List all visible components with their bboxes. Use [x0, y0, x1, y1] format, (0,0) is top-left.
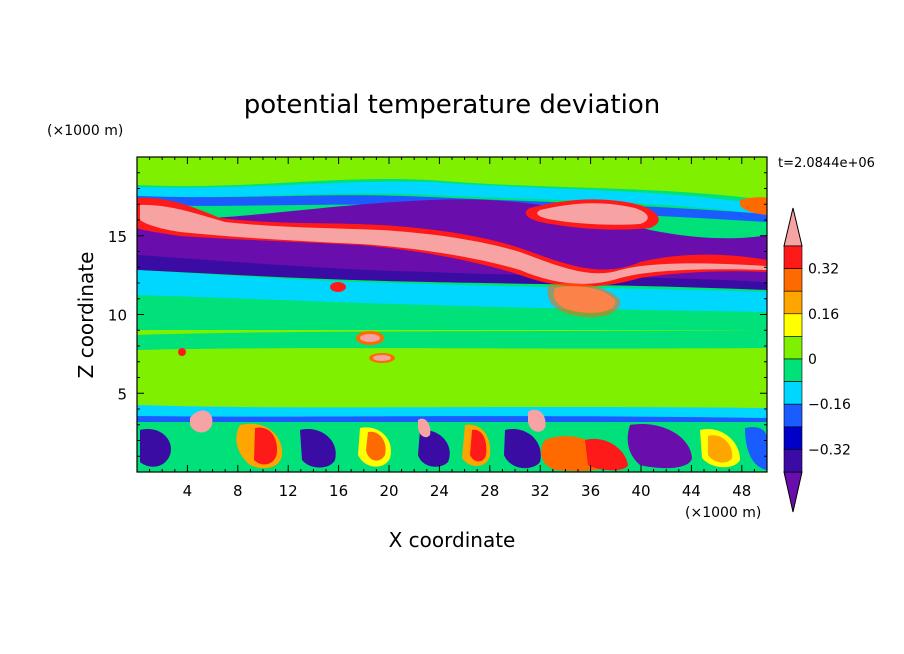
colorbar-bin [783, 245, 803, 269]
field-band [137, 330, 767, 410]
field-band [528, 409, 546, 432]
y-tick-label: 5 [117, 385, 127, 403]
x-tick-label: 48 [732, 482, 751, 500]
colorbar-bin [783, 268, 803, 292]
x-unit-label: (×1000 m) [685, 505, 761, 521]
chart-title: potential temperature deviation [244, 90, 660, 120]
field-band [708, 435, 733, 463]
x-tick-label: 28 [480, 482, 499, 500]
x-axis: 4 8 12 16 20 24 28 32 36 40 44 48 [149, 157, 755, 500]
y-unit-label: (×1000 m) [47, 123, 123, 139]
field-band [418, 429, 450, 467]
time-label: t=2.0844e+06 [778, 156, 875, 171]
field-band [254, 427, 278, 465]
colorbar-label: 0.32 [808, 262, 839, 278]
field-band [178, 348, 186, 356]
x-tick-label: 32 [531, 482, 550, 500]
x-tick-label: 16 [329, 482, 348, 500]
x-axis-title: X coordinate [389, 528, 516, 552]
field-band [740, 197, 767, 215]
field-band [137, 195, 767, 222]
field-band [137, 405, 767, 420]
field-band [537, 203, 648, 225]
field-band [137, 330, 767, 350]
colorbar-bin [783, 403, 803, 428]
x-tick-label: 44 [682, 482, 701, 500]
y-tick-label: 10 [108, 307, 127, 325]
colorbar-bin [783, 449, 803, 473]
x-tick-label: 20 [379, 482, 398, 500]
colorbar-bin [783, 336, 803, 360]
x-tick-label: 12 [279, 482, 298, 500]
field-band [547, 283, 621, 318]
colorbar-bin [783, 290, 803, 315]
field-band [627, 424, 692, 469]
colorbar-label: 0 [808, 352, 817, 368]
field-band [300, 429, 336, 468]
field-band [137, 181, 767, 215]
colorbar-bin [783, 313, 803, 337]
field-band [140, 429, 171, 467]
x-tick-label: 24 [430, 482, 449, 500]
field-band [745, 427, 767, 470]
x-tick-label: 8 [233, 482, 243, 500]
colorbar: 0.32 0.16 0 −0.16 −0.32 [783, 207, 851, 513]
colorbar-label: −0.16 [808, 397, 851, 413]
y-axis: 5 10 15 [108, 172, 767, 457]
x-tick-label: 36 [581, 482, 600, 500]
x-tick-label: 40 [631, 482, 650, 500]
colorbar-bin [783, 426, 803, 450]
plot-area [137, 157, 767, 472]
field-band [504, 429, 541, 469]
field-band [137, 157, 767, 200]
field-band [585, 438, 628, 471]
colorbar-bin [783, 358, 803, 382]
field-band [190, 410, 213, 433]
field-band [373, 355, 391, 361]
colorbar-bin [783, 381, 803, 405]
colorbar-min-arrow [783, 471, 803, 513]
x-tick-label: 4 [183, 482, 193, 500]
field-band [360, 334, 380, 342]
field-band [330, 282, 346, 292]
colorbar-label: −0.32 [808, 442, 851, 458]
y-axis-title: Z coordinate [74, 252, 98, 379]
field-band [366, 431, 386, 461]
field-band [140, 204, 767, 284]
colorbar-label: 0.16 [808, 307, 839, 323]
y-tick-label: 15 [108, 228, 127, 246]
colorbar-max-arrow [783, 207, 803, 247]
field-band [418, 418, 431, 438]
field-band [470, 429, 487, 462]
